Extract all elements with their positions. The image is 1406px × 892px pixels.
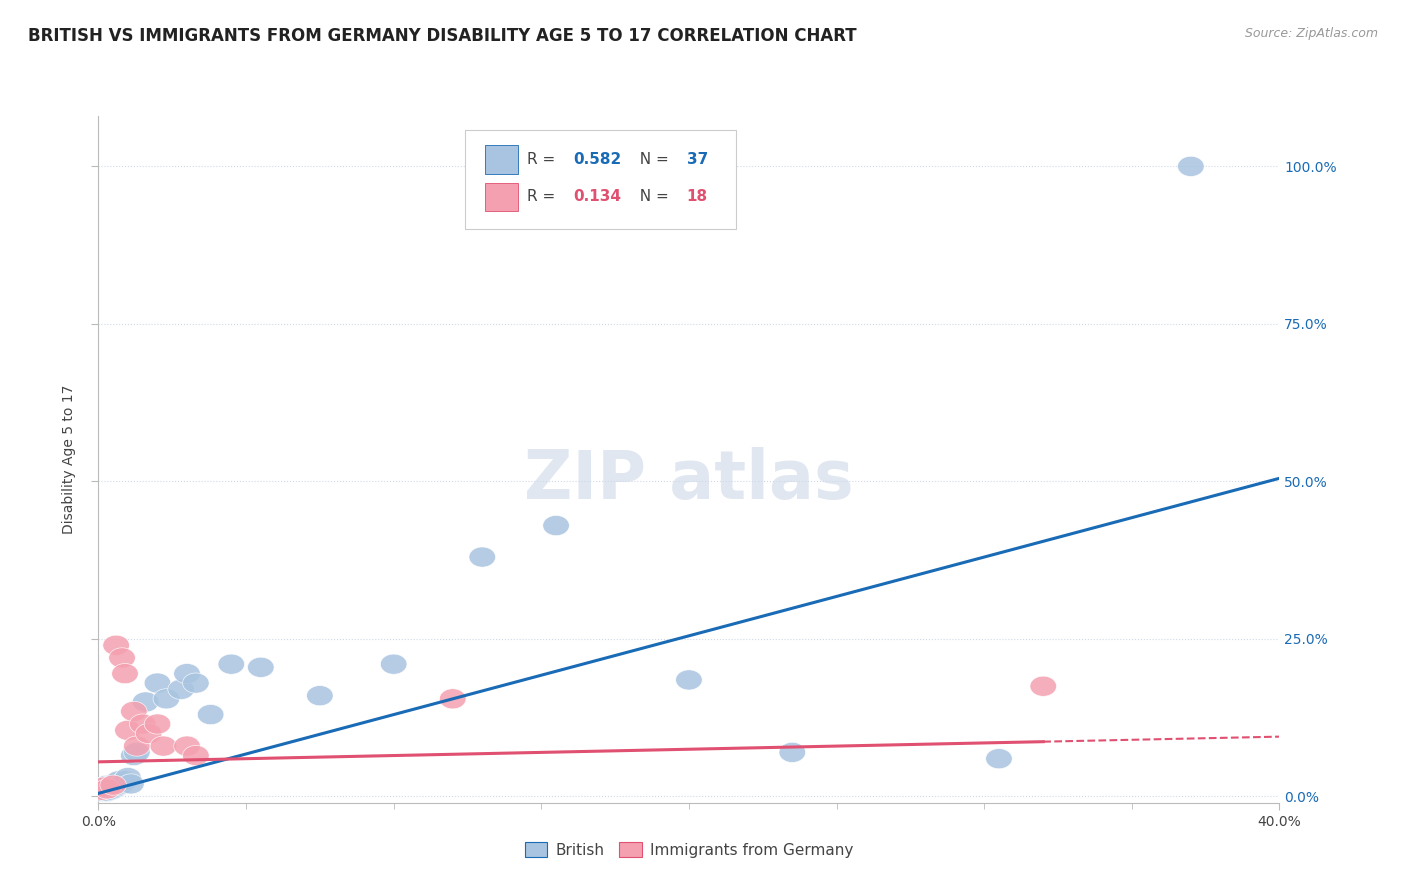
Ellipse shape	[115, 720, 141, 740]
Text: 0.582: 0.582	[574, 152, 621, 167]
FancyBboxPatch shape	[464, 129, 737, 229]
Ellipse shape	[111, 664, 138, 683]
Y-axis label: Disability Age 5 to 17: Disability Age 5 to 17	[62, 384, 76, 534]
Text: 18: 18	[686, 189, 707, 203]
Ellipse shape	[676, 670, 702, 690]
Ellipse shape	[381, 654, 406, 674]
Text: 37: 37	[686, 152, 707, 167]
Ellipse shape	[440, 689, 465, 709]
Ellipse shape	[1031, 676, 1056, 697]
Ellipse shape	[108, 648, 135, 668]
Text: N =: N =	[630, 152, 673, 167]
Ellipse shape	[132, 692, 159, 712]
Ellipse shape	[103, 772, 129, 793]
Ellipse shape	[167, 680, 194, 699]
Text: ZIP atlas: ZIP atlas	[524, 447, 853, 513]
Text: N =: N =	[630, 189, 673, 203]
Ellipse shape	[307, 686, 333, 706]
Ellipse shape	[91, 777, 118, 797]
Ellipse shape	[153, 689, 180, 709]
Ellipse shape	[100, 779, 127, 799]
FancyBboxPatch shape	[485, 183, 517, 211]
Ellipse shape	[121, 701, 148, 722]
Ellipse shape	[108, 774, 135, 794]
Ellipse shape	[94, 775, 121, 796]
Ellipse shape	[89, 781, 115, 802]
Ellipse shape	[183, 673, 209, 693]
Ellipse shape	[124, 736, 150, 756]
Ellipse shape	[118, 774, 145, 794]
Ellipse shape	[91, 780, 118, 800]
FancyBboxPatch shape	[485, 145, 517, 174]
Ellipse shape	[97, 777, 124, 797]
Ellipse shape	[779, 742, 806, 763]
Ellipse shape	[89, 780, 115, 800]
Ellipse shape	[150, 736, 177, 756]
Text: R =: R =	[527, 189, 560, 203]
Ellipse shape	[1178, 156, 1204, 177]
Ellipse shape	[111, 771, 138, 791]
Ellipse shape	[135, 723, 162, 744]
Ellipse shape	[197, 705, 224, 724]
Ellipse shape	[174, 664, 200, 683]
Ellipse shape	[183, 746, 209, 765]
Ellipse shape	[94, 779, 121, 799]
Ellipse shape	[129, 714, 156, 734]
Ellipse shape	[91, 777, 118, 797]
Ellipse shape	[124, 742, 150, 763]
Text: BRITISH VS IMMIGRANTS FROM GERMANY DISABILITY AGE 5 TO 17 CORRELATION CHART: BRITISH VS IMMIGRANTS FROM GERMANY DISAB…	[28, 27, 856, 45]
Ellipse shape	[103, 635, 129, 656]
Ellipse shape	[247, 657, 274, 677]
Ellipse shape	[218, 654, 245, 674]
Ellipse shape	[105, 771, 132, 791]
Ellipse shape	[94, 779, 121, 799]
Text: Source: ZipAtlas.com: Source: ZipAtlas.com	[1244, 27, 1378, 40]
Text: R =: R =	[527, 152, 560, 167]
Ellipse shape	[145, 714, 170, 734]
Legend: British, Immigrants from Germany: British, Immigrants from Germany	[519, 836, 859, 863]
Ellipse shape	[100, 774, 127, 794]
Ellipse shape	[103, 777, 129, 797]
Ellipse shape	[145, 673, 170, 693]
Ellipse shape	[94, 781, 121, 802]
Ellipse shape	[543, 516, 569, 535]
Ellipse shape	[470, 547, 495, 567]
Ellipse shape	[174, 736, 200, 756]
Ellipse shape	[115, 767, 141, 788]
Ellipse shape	[121, 746, 148, 765]
Ellipse shape	[100, 775, 127, 796]
Ellipse shape	[105, 775, 132, 796]
Ellipse shape	[97, 780, 124, 800]
Ellipse shape	[986, 748, 1012, 769]
Text: 0.134: 0.134	[574, 189, 621, 203]
